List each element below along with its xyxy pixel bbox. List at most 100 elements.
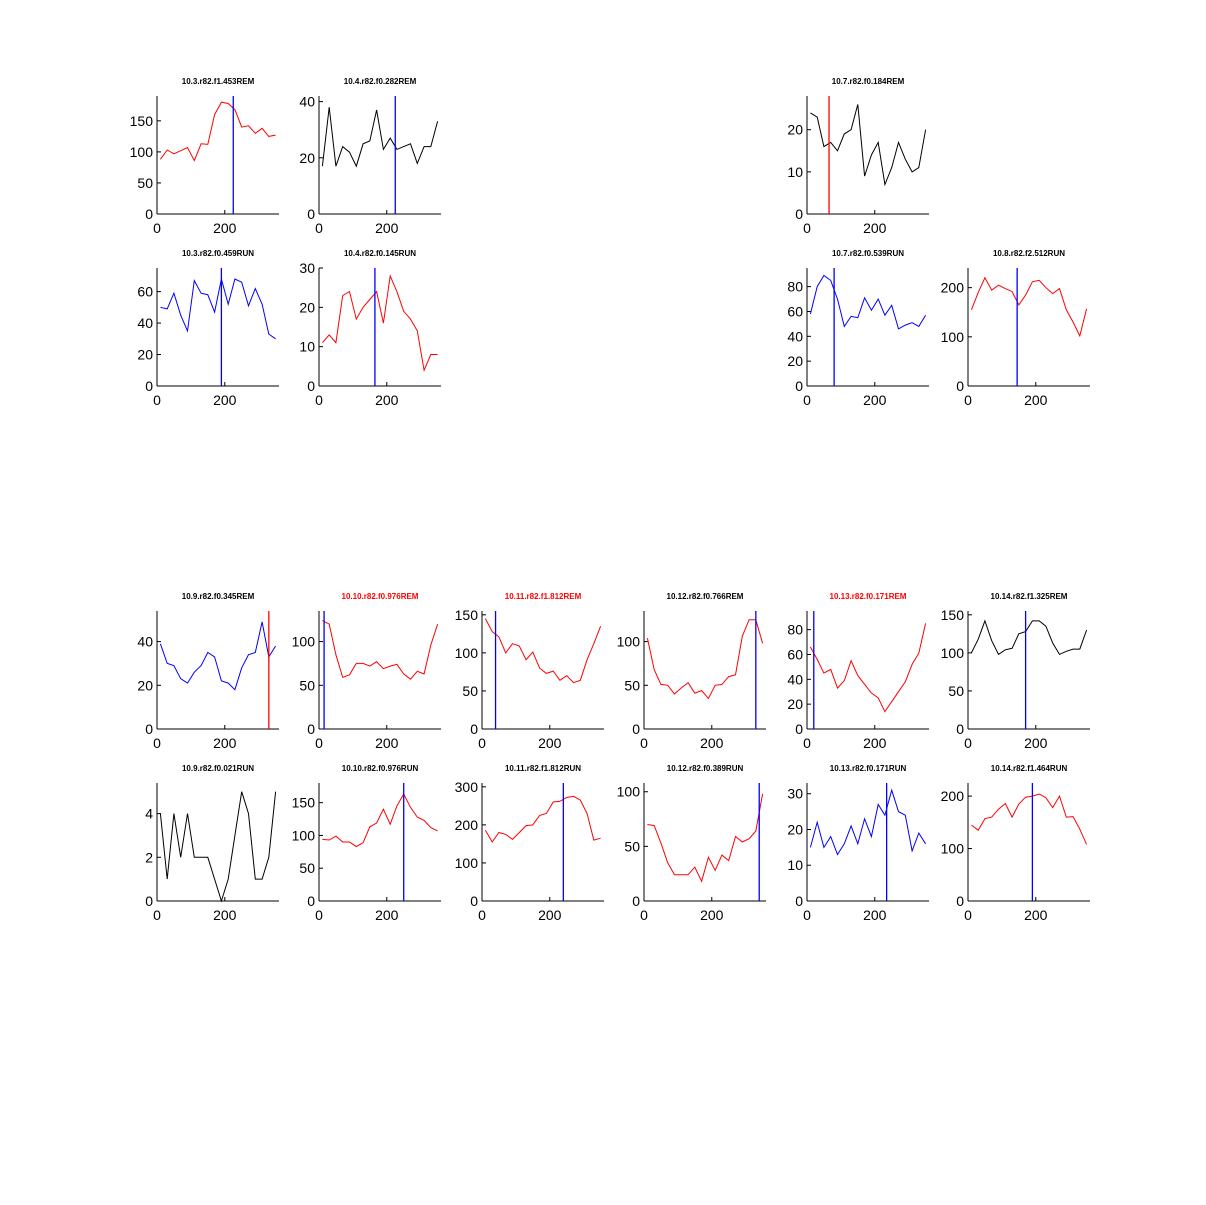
- series-line: [160, 278, 276, 340]
- subplot-title: 10.8.r82.f2.512RUN: [993, 249, 1065, 258]
- series-line: [159, 791, 277, 903]
- y-tick-label: 200: [941, 788, 965, 804]
- x-tick-label: 0: [964, 907, 972, 923]
- x-tick-label: 0: [964, 735, 972, 751]
- x-tick-label: 200: [863, 735, 887, 751]
- x-tick-label: 200: [213, 907, 237, 923]
- subplot: 10.9.r82.f0.021RUN 0 2 4 0 200: [145, 764, 279, 923]
- y-tick-label: 30: [299, 260, 315, 276]
- subplot: 10.12.r82.f0.766REM 0 50 100 0 200: [617, 592, 766, 751]
- series-line: [647, 793, 764, 883]
- y-tick-label: 0: [145, 378, 153, 394]
- subplot-title: 10.4.r82.f0.282REM: [344, 77, 417, 86]
- series-line: [809, 274, 927, 330]
- subplot: 10.13.r82.f0.171REM 0 20 40 60 80 0 200: [787, 592, 929, 751]
- subplot-title: 10.9.r82.f0.345REM: [182, 592, 255, 601]
- x-tick-label: 200: [700, 735, 724, 751]
- x-tick-label: 200: [213, 220, 237, 236]
- subplot: 10.10.r82.f0.976RUN 0 50 100 150 0 200: [292, 764, 441, 923]
- series-line: [646, 619, 764, 700]
- y-tick-label: 50: [137, 175, 153, 191]
- x-tick-label: 0: [803, 907, 811, 923]
- series-line: [322, 793, 438, 848]
- x-tick-label: 0: [153, 735, 161, 751]
- subplot: 10.8.r82.f2.512RUN 0 100 200 0 200: [941, 249, 1090, 408]
- y-tick-label: 0: [632, 893, 640, 909]
- x-tick-label: 0: [640, 907, 648, 923]
- x-tick-label: 200: [375, 392, 399, 408]
- y-tick-label: 10: [787, 857, 803, 873]
- subplot: 10.7.r82.f0.539RUN 0 20 40 60 80 0 200: [787, 249, 929, 408]
- y-tick-label: 0: [795, 721, 803, 737]
- x-tick-label: 0: [153, 220, 161, 236]
- x-tick-label: 200: [213, 392, 237, 408]
- y-tick-label: 100: [941, 841, 965, 857]
- x-tick-label: 0: [315, 907, 323, 923]
- x-tick-label: 200: [375, 220, 399, 236]
- subplot-title: 10.13.r82.f0.171RUN: [830, 764, 907, 773]
- x-tick-label: 0: [315, 220, 323, 236]
- x-tick-label: 0: [803, 392, 811, 408]
- y-tick-label: 40: [137, 634, 153, 650]
- y-tick-label: 40: [787, 671, 803, 687]
- x-tick-label: 0: [478, 735, 486, 751]
- y-tick-label: 20: [137, 677, 153, 693]
- x-tick-label: 0: [315, 392, 323, 408]
- subplot: 10.4.r82.f0.282REM 0 20 40 0 200: [299, 77, 441, 236]
- series-line: [971, 793, 1088, 845]
- subplot-title: 10.3.r82.f1.453REM: [182, 77, 255, 86]
- series-line: [809, 788, 927, 856]
- subplot-title: 10.9.r82.f0.021RUN: [182, 764, 254, 773]
- x-tick-label: 200: [538, 735, 562, 751]
- y-tick-label: 150: [292, 795, 316, 811]
- series-line: [970, 276, 1088, 338]
- x-tick-label: 0: [803, 220, 811, 236]
- x-tick-label: 0: [153, 392, 161, 408]
- subplot: 10.13.r82.f0.171RUN 0 10 20 30 0 200: [787, 764, 929, 923]
- y-tick-label: 80: [787, 279, 803, 295]
- y-tick-label: 40: [787, 328, 803, 344]
- y-tick-label: 0: [145, 721, 153, 737]
- y-tick-label: 10: [299, 339, 315, 355]
- y-tick-label: 4: [145, 806, 153, 822]
- y-tick-label: 0: [307, 721, 315, 737]
- subplot: 10.12.r82.f0.389RUN 0 50 100 0 200: [617, 764, 766, 923]
- y-tick-label: 50: [948, 683, 964, 699]
- y-tick-label: 50: [624, 677, 640, 693]
- y-tick-label: 0: [307, 206, 315, 222]
- subplot-title: 10.7.r82.f0.184REM: [832, 77, 905, 86]
- x-tick-label: 0: [153, 907, 161, 923]
- subplot: 10.9.r82.f0.345REM 0 20 40 0 200: [137, 592, 279, 751]
- subplot: 10.3.r82.f1.453REM 0 50 100 150 0 200: [130, 77, 279, 236]
- y-tick-label: 100: [941, 329, 965, 345]
- y-tick-label: 40: [137, 315, 153, 331]
- series-line: [159, 621, 277, 691]
- y-tick-label: 150: [455, 607, 479, 623]
- y-tick-label: 200: [455, 817, 479, 833]
- subplot: 10.11.r82.f1.812RUN 0 100 200 300 0 200: [455, 764, 604, 923]
- series-line: [809, 623, 927, 713]
- y-tick-label: 20: [787, 696, 803, 712]
- y-tick-label: 0: [632, 721, 640, 737]
- series-line: [322, 620, 439, 680]
- subplot-title: 10.12.r82.f0.766REM: [667, 592, 744, 601]
- y-tick-label: 0: [470, 893, 478, 909]
- y-tick-label: 60: [787, 303, 803, 319]
- subplot-title: 10.11.r82.f1.812REM: [505, 592, 582, 601]
- subplot-title: 10.12.r82.f0.389RUN: [667, 764, 744, 773]
- subplot: 10.10.r82.f0.976REM 0 50 100 0 200: [292, 592, 441, 751]
- x-tick-label: 200: [1024, 392, 1048, 408]
- y-tick-label: 80: [787, 622, 803, 638]
- subplot: 10.3.r82.f0.459RUN 0 20 40 60 0 200: [137, 249, 279, 408]
- x-tick-label: 0: [640, 735, 648, 751]
- y-tick-label: 100: [292, 827, 316, 843]
- y-tick-label: 0: [795, 378, 803, 394]
- y-tick-label: 100: [617, 634, 641, 650]
- series-line: [484, 618, 602, 684]
- y-tick-label: 0: [956, 893, 964, 909]
- y-tick-label: 30: [787, 786, 803, 802]
- series-line: [322, 274, 438, 373]
- y-tick-label: 20: [787, 122, 803, 138]
- subplot: 10.11.r82.f1.812REM 0 50 100 150 0 200: [455, 592, 604, 751]
